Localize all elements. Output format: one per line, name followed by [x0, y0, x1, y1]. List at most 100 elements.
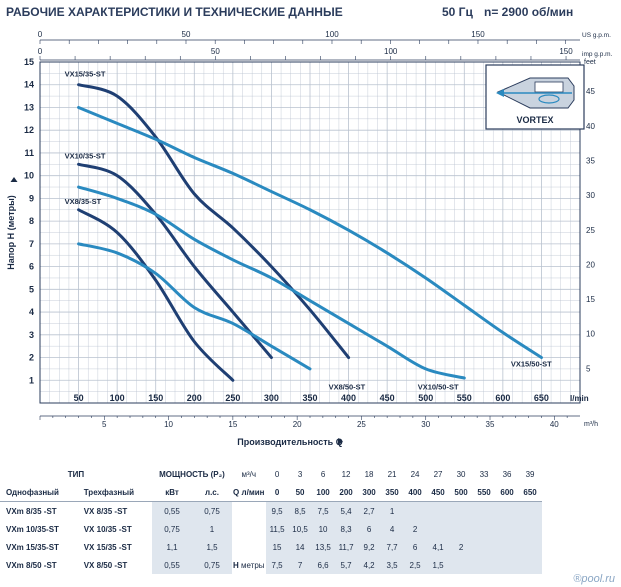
cell-single: VXm 8/35 -ST [6, 506, 57, 516]
cell-head [495, 501, 519, 520]
us-gpm-tick-label: 0 [38, 30, 43, 39]
cell-head: 9,2 [357, 538, 381, 556]
series-labels: VX15/35-ST VX10/35-ST VX8/35-ST VX8/50-ST VX… [65, 70, 553, 392]
x-tick-label: 650 [534, 393, 549, 403]
q-lmin-5: 350 [385, 487, 399, 497]
cell-head: 5,4 [334, 501, 358, 520]
cell-head: 5,7 [334, 556, 358, 574]
series-label: VX10/35-ST [65, 151, 106, 160]
us-gpm-tick-label: 150 [471, 30, 485, 39]
col-kw: кВт [165, 487, 179, 497]
y-tick-label: 1 [29, 375, 34, 385]
us-gpm-tick-label: 100 [325, 30, 339, 39]
cell-head: 10,5 [288, 520, 312, 538]
cell-hp: 1,5 [192, 538, 232, 556]
x-tick-label: 100 [110, 393, 125, 403]
cell-hlabel [232, 538, 266, 556]
imp-gpm-tick-label: 150 [559, 47, 573, 56]
series-line-VX8/35-ST [77, 208, 235, 382]
q-lmin-11: 650 [523, 487, 537, 497]
cell-hp: 0,75 [192, 556, 232, 574]
cell-hlabel [232, 502, 266, 521]
lmin-unit: l/min [570, 394, 589, 403]
table-row: VXm 8/35 -ST VX 8/35 -ST 0,55 0,75 9,5 8,5 7,5… [0, 501, 542, 521]
cell-head [472, 556, 496, 574]
x-tick-label: 500 [418, 393, 433, 403]
q-m3h-2: 6 [320, 469, 326, 479]
series-line-VX10/35-ST [77, 162, 273, 360]
cell-head [472, 538, 496, 556]
x-axis-title: Производительность Q [237, 437, 342, 447]
cell-head: 6 [403, 538, 427, 556]
y-tick-label: 4 [29, 307, 34, 317]
q-lmin-7: 450 [431, 487, 445, 497]
y-axis-arrow-icon [10, 177, 18, 182]
cell-hlabel: H метры [232, 556, 266, 574]
table-row: VXm 15/35-ST VX 15/35 -ST 1,1 1,5 15 14 13,5 11… [0, 538, 542, 556]
series-label: VX15/35-ST [65, 70, 106, 79]
impeller-icon [534, 81, 564, 93]
table-row: VXm 10/35-ST VX 10/35 -ST 0,75 1 11,5 10,5 10 8… [0, 520, 542, 538]
cell-head: 9,5 [265, 501, 289, 520]
q-lmin-2: 100 [316, 487, 330, 497]
x-tick-label: 50 [74, 393, 84, 403]
cell-single: VXm 8/50 -ST [6, 560, 57, 570]
series-line-VX15/35-ST [77, 83, 351, 360]
inset-label: VORTEX [516, 115, 553, 125]
q-m3h-9: 33 [479, 469, 489, 479]
y-tick-label: 7 [29, 239, 34, 249]
series-label: VX10/50-ST [418, 382, 459, 391]
q-lmin-10: 600 [500, 487, 514, 497]
cell-head: 3,5 [380, 556, 404, 574]
cell-head [518, 520, 542, 538]
cell-kw: 0,55 [152, 556, 192, 574]
col-power: МОЩНОСТЬ (P₂) [159, 469, 225, 479]
y-tick-label: 2 [29, 353, 34, 363]
y-tick-label: 8 [29, 216, 34, 226]
cell-head: 8,5 [288, 501, 312, 520]
series-label: VX8/50-ST [329, 382, 366, 391]
y-tick-label: 10 [24, 171, 34, 181]
cell-head: 1,5 [426, 556, 450, 574]
h-unit: метры [238, 560, 265, 570]
cell-three: VX 8/50 -ST [83, 560, 128, 570]
x-tick-label: 450 [380, 393, 395, 403]
q-label: Q [233, 487, 240, 497]
cell-head: 4,2 [357, 556, 381, 574]
cell-head: 7,5 [311, 501, 335, 520]
cell-head: 2,5 [403, 556, 427, 574]
cell-head: 2 [403, 520, 427, 538]
m3h-tick-label: 40 [550, 420, 559, 429]
frequency-label: 50 Гц [442, 5, 473, 19]
cell-head [472, 501, 496, 520]
cell-head: 14 [288, 538, 312, 556]
col-single: Однофазный [6, 487, 59, 497]
speed-label: n= 2900 об/мин [484, 5, 574, 19]
cell-head [495, 538, 519, 556]
cell-head: 7,7 [380, 538, 404, 556]
cell-three: VX 15/35 -ST [83, 542, 132, 552]
imp-gpm-tick-label: 0 [38, 47, 43, 56]
cell-head: 6 [357, 520, 381, 538]
cell-head [518, 538, 542, 556]
y-tick-label: 11 [24, 148, 34, 158]
q-m3h-5: 21 [387, 469, 397, 479]
cell-head [449, 556, 473, 574]
y-tick-label: 6 [29, 262, 34, 272]
us-gpm-tick-label: 50 [182, 30, 191, 39]
cell-three: VX 10/35 -ST [83, 524, 132, 534]
cell-head: 4,1 [426, 538, 450, 556]
imp-gpm-tick-label: 100 [384, 47, 398, 56]
x-tick-label: 250 [225, 393, 240, 403]
cell-head: 11,5 [265, 520, 289, 538]
m3h-tick-label: 35 [486, 420, 495, 429]
m3h-tick-label: 30 [421, 420, 430, 429]
y-axis-title: Напор H (метры) [6, 195, 16, 270]
feet-tick-label: 30 [586, 191, 595, 200]
vortex-swirl-icon [538, 94, 560, 104]
cell-three: VX 8/35 -ST [83, 506, 128, 516]
feet-unit: feet [584, 59, 596, 66]
cell-head: 7,5 [265, 556, 289, 574]
m3h-tick-label: 5 [102, 420, 107, 429]
